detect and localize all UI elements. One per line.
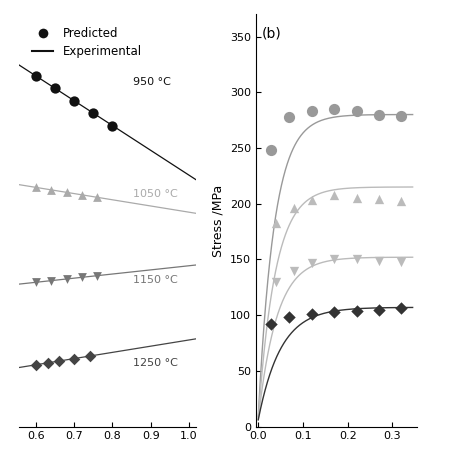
Point <box>47 277 55 284</box>
Text: 1150 °C: 1150 °C <box>134 275 178 285</box>
Point <box>353 255 360 263</box>
Text: 1050 °C: 1050 °C <box>134 189 178 199</box>
Point <box>330 105 338 113</box>
Point <box>268 320 275 328</box>
Point <box>268 146 275 154</box>
Point <box>55 357 63 365</box>
Point <box>272 278 280 285</box>
Point <box>90 109 97 117</box>
Point <box>375 111 383 118</box>
Text: 950 °C: 950 °C <box>134 77 171 87</box>
Point <box>63 189 71 196</box>
Point <box>330 308 338 316</box>
Point <box>308 108 316 115</box>
Point <box>308 259 316 266</box>
Point <box>32 361 40 369</box>
Point <box>308 197 316 204</box>
Point <box>353 108 360 115</box>
Point <box>290 267 298 274</box>
Point <box>32 279 40 286</box>
Point <box>63 275 71 283</box>
Point <box>93 193 101 201</box>
Point <box>398 112 405 119</box>
Point <box>78 191 86 199</box>
Point <box>375 195 383 203</box>
Point <box>285 113 293 120</box>
Text: (b): (b) <box>262 27 282 41</box>
Point <box>86 352 93 360</box>
Point <box>330 191 338 199</box>
Point <box>308 310 316 318</box>
Point <box>353 307 360 314</box>
Point <box>44 359 51 367</box>
Legend: Predicted, Experimental: Predicted, Experimental <box>25 20 149 65</box>
Point <box>398 305 405 312</box>
Point <box>272 219 280 227</box>
Point <box>398 258 405 265</box>
Point <box>375 306 383 313</box>
Point <box>398 198 405 205</box>
Point <box>71 97 78 105</box>
Point <box>290 204 298 212</box>
Point <box>32 183 40 191</box>
Point <box>285 314 293 321</box>
Point <box>375 257 383 264</box>
Point <box>32 73 40 80</box>
Point <box>52 85 59 92</box>
Y-axis label: Stress /MPa: Stress /MPa <box>211 184 224 256</box>
Point <box>93 272 101 280</box>
Point <box>78 273 86 281</box>
Text: 1250 °C: 1250 °C <box>134 358 178 368</box>
Point <box>330 255 338 263</box>
Point <box>109 122 116 129</box>
Point <box>353 194 360 202</box>
Point <box>71 355 78 362</box>
Point <box>47 186 55 194</box>
